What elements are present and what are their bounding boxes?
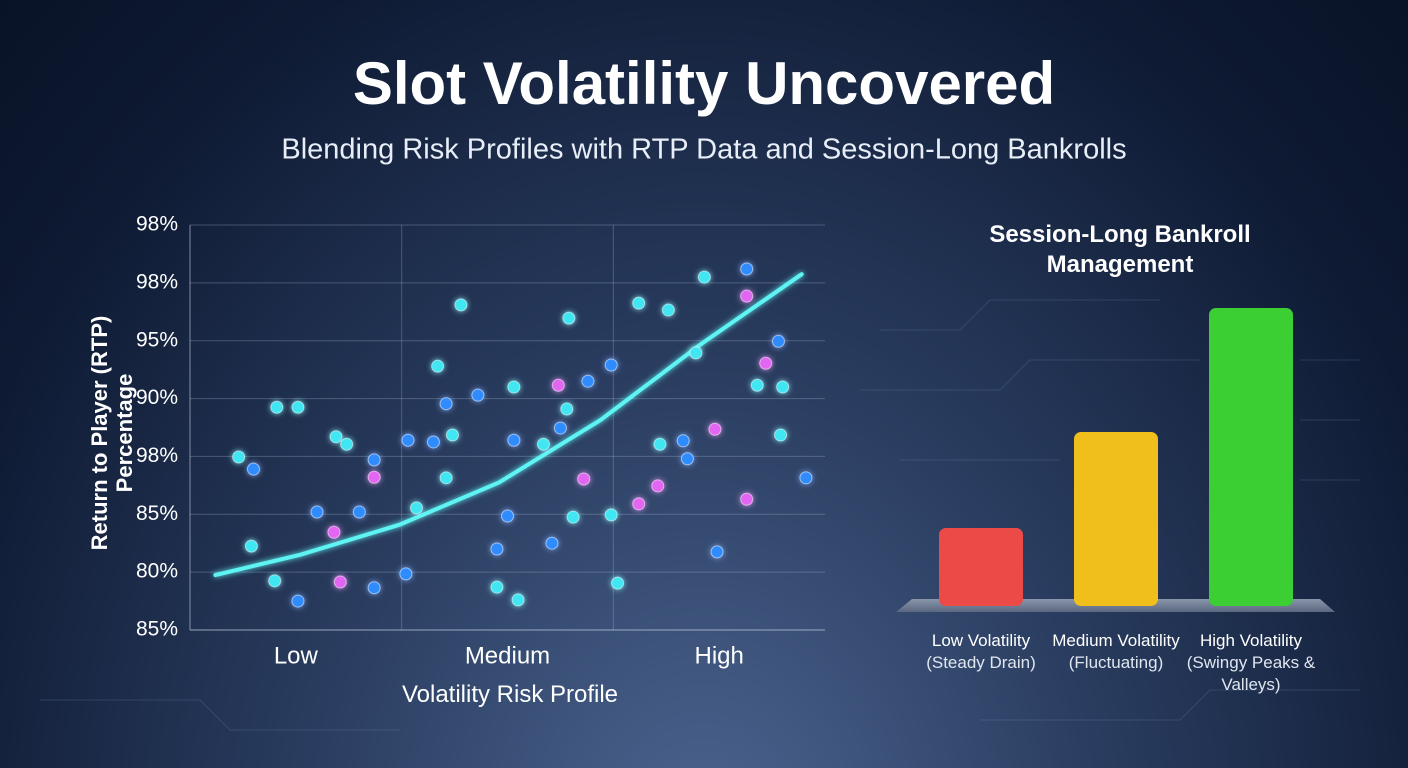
bar-category: Low Volatility [931,631,1031,650]
scatter-point [577,472,591,486]
scatter-point [560,402,574,416]
scatter-point [471,388,485,402]
scatter-point [431,359,445,373]
scatter-point [490,542,504,556]
scatter-point [581,374,595,388]
x-tick-label: Low [274,642,319,669]
scatter-point [799,471,813,485]
bar-description: (Fluctuating) [1068,653,1164,672]
scatter-point [651,479,665,493]
scatter-point [333,575,347,589]
scatter-point [536,437,550,451]
scatter-point [409,501,423,515]
scatter-point [604,508,618,522]
scatter-point [244,539,258,553]
scatter-point [611,576,625,590]
scatter-point [507,433,521,447]
scatter-point [740,262,754,276]
scatter-point [445,428,459,442]
scatter-point [566,510,580,524]
bar-label: Medium Volatility (Fluctuating) [1041,630,1191,674]
x-tick-label: Medium [465,642,550,669]
circuit-decoration [40,299,1360,731]
y-tick-label: 98% [136,270,178,293]
bar-chart-title: Session-Long Bankroll Management [989,221,1251,278]
scatter-point [270,400,284,414]
y-axis-title: Return to Player (RTP) Percentage [87,315,137,551]
scatter-point [327,525,341,539]
y-tick-label: 85% [136,618,178,641]
scatter-point [511,593,525,607]
scatter-point [604,358,618,372]
scatter-point [759,356,773,370]
scatter-point [545,536,559,550]
scatter-point [367,470,381,484]
scatter-point [661,303,675,317]
scatter-point [562,311,576,325]
bar-description: (Swingy Peaks & Valleys) [1186,653,1316,694]
bar [1074,432,1158,606]
y-tick-label: 85% [136,502,178,525]
scatter-chart: 85% 80% 85% 98% 90% 95% 98% 98% Low Medium High [136,213,825,669]
scatter-point [310,505,324,519]
bar [939,528,1023,606]
scatter-point [710,545,724,559]
scatter-point [740,289,754,303]
bar-label: High Volatility (Swingy Peaks & Valleys) [1176,630,1326,696]
scatter-point [689,346,703,360]
page-title: Slot Volatility Uncovered [353,50,1055,117]
y-tick-label: 98% [136,444,178,467]
scatter-point [401,433,415,447]
bar-label: Low Volatility (Steady Drain) [906,630,1056,674]
scatter-point [454,298,468,312]
scatter-point [697,270,711,284]
scatter-point [750,378,764,392]
y-tick-label: 98% [136,213,178,236]
scatter-point [268,574,282,588]
x-axis-title: Volatility Risk Profile [401,681,619,708]
bar-chart [896,308,1335,612]
scatter-point [367,453,381,467]
scatter-point [291,594,305,608]
scatter-point [653,437,667,451]
scatter-point [771,334,785,348]
bar [1209,308,1293,606]
scatter-point [291,400,305,414]
bar-category: High Volatility [1199,631,1303,650]
scatter-point [632,296,646,310]
scatter-point [501,509,514,523]
scatter-point [340,437,354,451]
scatter-point [329,430,343,444]
scatter-point [632,497,646,511]
scatter-point [551,378,565,392]
scatter-point [399,567,413,581]
scatter-point [426,435,440,449]
scatter-point [439,471,453,485]
scatter-point [776,380,790,394]
scatter-point [352,505,366,519]
x-tick-label: High [694,642,743,669]
scatter-point [367,581,381,595]
bar-category: Medium Volatility [1052,631,1180,650]
scatter-point [680,452,694,466]
page-subtitle: Blending Risk Profiles with RTP Data and… [281,134,1126,166]
scatter-point [232,450,246,464]
scatter-point [708,422,722,436]
scatter-point [740,492,754,506]
scatter-point [507,380,521,394]
y-tick-label: 95% [136,328,178,351]
bar-description: (Steady Drain) [926,653,1036,672]
scatter-point [553,421,567,435]
scatter-point [774,428,788,442]
scatter-point [247,462,260,476]
y-tick-label: 90% [136,386,178,409]
trend-line [213,272,804,578]
scatter-point [676,434,690,448]
scatter-point [490,580,504,594]
scatter-point [439,397,453,411]
y-tick-label: 80% [136,560,178,583]
